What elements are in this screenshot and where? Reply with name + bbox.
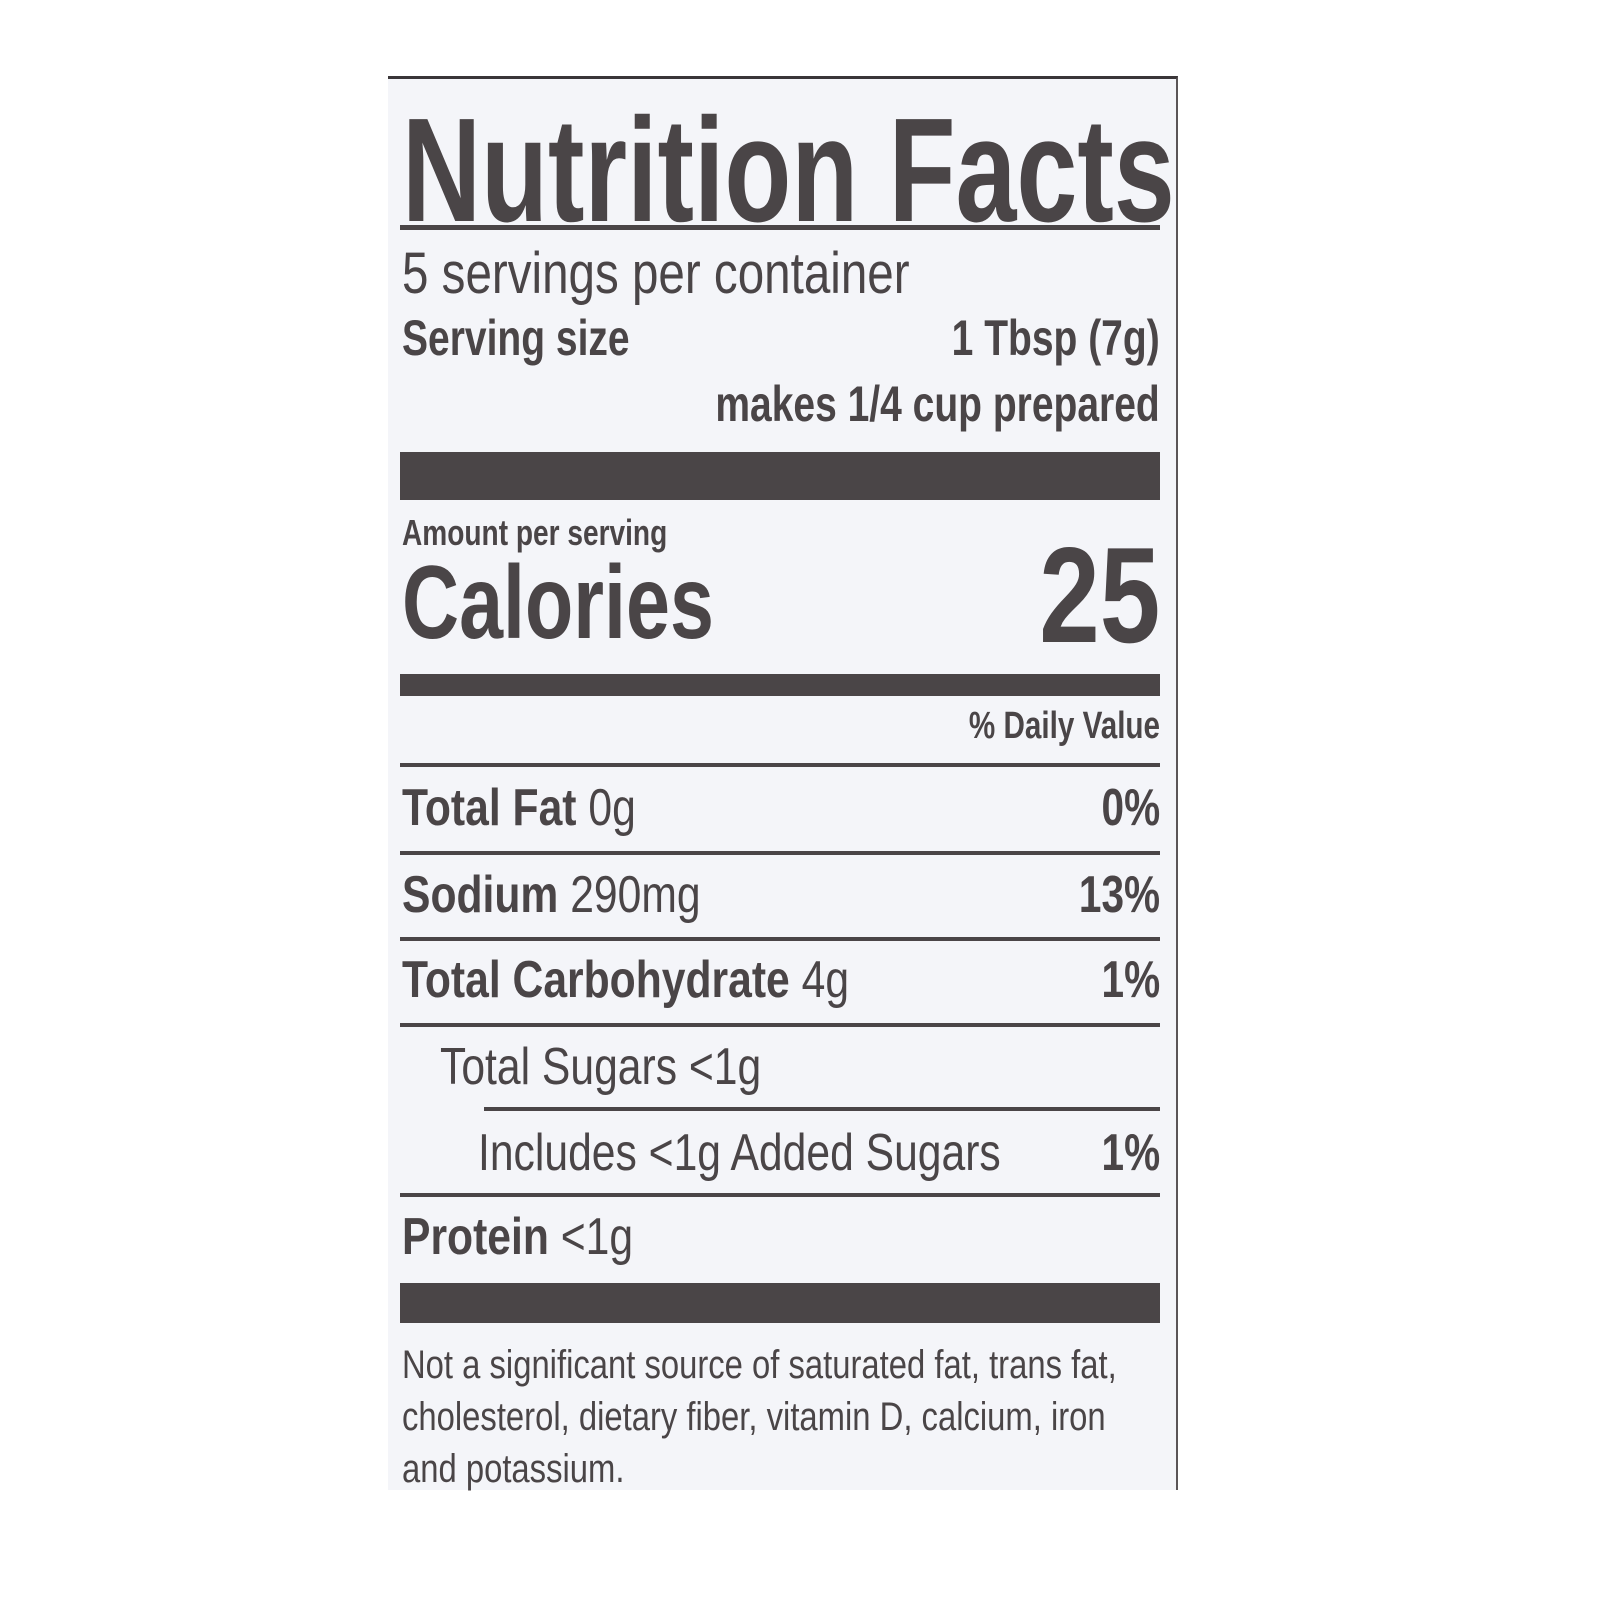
nutrient-amount: 4g bbox=[801, 951, 850, 1009]
nutrient-name: Total Carbohydrate bbox=[402, 951, 790, 1009]
nutrient-name: Sodium bbox=[402, 866, 559, 924]
medium-divider bbox=[400, 674, 1160, 696]
title: Nutrition Facts bbox=[402, 88, 1175, 253]
nutrient-row-total-sugars: Total Sugars <1g bbox=[440, 1038, 762, 1096]
nutrient-dv: 1% bbox=[1101, 1124, 1160, 1182]
divider bbox=[400, 851, 1160, 855]
divider bbox=[400, 225, 1160, 230]
divider bbox=[400, 937, 1160, 941]
divider bbox=[400, 1023, 1160, 1027]
nutrient-dv: 0% bbox=[1101, 779, 1160, 837]
serving-size-value: 1 Tbsp (7g) bbox=[951, 310, 1160, 366]
nutrient-row-added-sugars: Includes <1g Added Sugars bbox=[478, 1124, 1001, 1182]
nutrient-name: Protein bbox=[402, 1208, 549, 1266]
nutrient-dv: 1% bbox=[1101, 951, 1160, 1009]
divider bbox=[400, 1193, 1160, 1197]
footnote-line: cholesterol, dietary fiber, vitamin D, c… bbox=[402, 1395, 1106, 1439]
calories-value: 25 bbox=[1038, 519, 1160, 671]
thick-divider bbox=[400, 452, 1160, 500]
nutrient-name: Total Fat bbox=[402, 779, 577, 837]
nutrient-row-protein: Protein <1g bbox=[402, 1211, 633, 1263]
serving-note: makes 1/4 cup prepared bbox=[715, 376, 1160, 432]
servings-per-container: 5 servings per container bbox=[402, 241, 910, 306]
nutrition-facts-panel: Nutrition Facts 5 servings per container… bbox=[388, 76, 1178, 1490]
nutrient-dv: 13% bbox=[1078, 866, 1160, 924]
nutrient-row-total-fat: Total Fat 0g bbox=[402, 782, 636, 834]
nutrient-amount: 0g bbox=[588, 779, 636, 837]
daily-value-header: % Daily Value bbox=[968, 705, 1160, 747]
serving-size-label: Serving size bbox=[402, 310, 630, 366]
nutrient-amount: 290mg bbox=[570, 866, 701, 924]
amount-per-serving: Amount per serving bbox=[402, 512, 668, 553]
footnote-line: Not a significant source of saturated fa… bbox=[402, 1343, 1117, 1387]
nutrient-amount: <1g bbox=[560, 1208, 634, 1266]
nutrient-row-total-carbohydrate: Total Carbohydrate 4g bbox=[402, 954, 849, 1006]
divider bbox=[484, 1107, 1160, 1111]
thick-divider bbox=[400, 1283, 1160, 1323]
nutrient-row-sodium: Sodium 290mg bbox=[402, 869, 701, 921]
divider bbox=[400, 763, 1160, 767]
footnote-line: and potassium. bbox=[402, 1447, 625, 1491]
calories-label: Calories bbox=[402, 545, 714, 661]
